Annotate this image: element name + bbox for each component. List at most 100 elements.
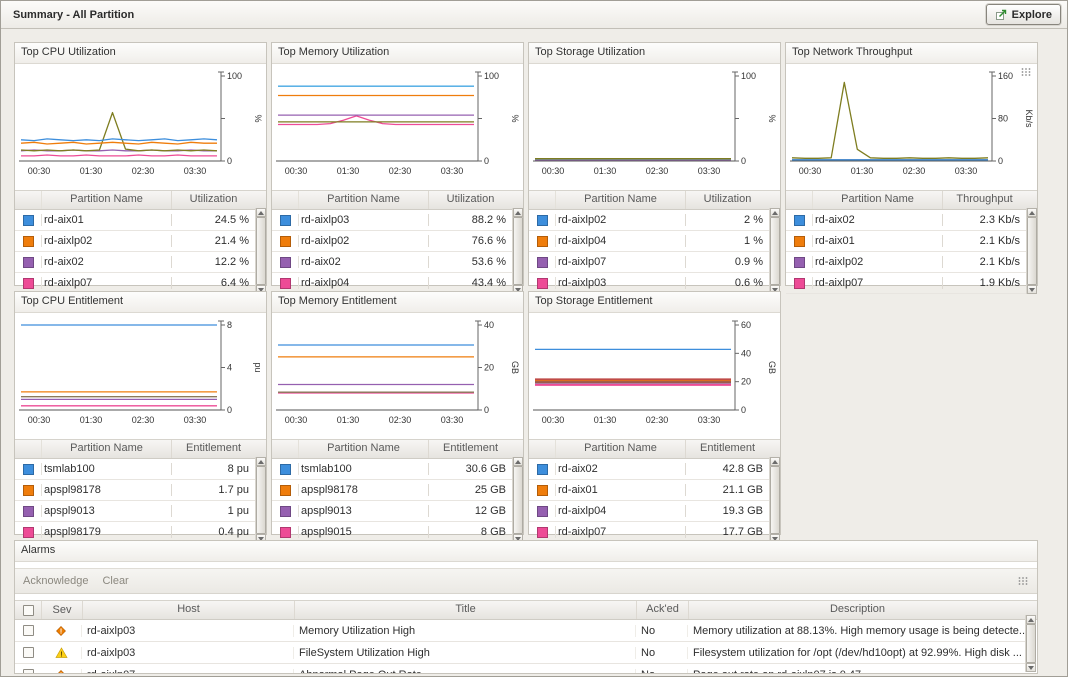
table-scrollbar[interactable]	[255, 457, 266, 543]
table-row[interactable]: rd-aix02 42.8 GB	[529, 459, 769, 480]
column-description[interactable]: Description	[688, 601, 1026, 619]
cpu-entitlement-chart[interactable]: 0 4 8 pu 00:30 01:30 02:30 03:30	[15, 313, 266, 439]
table-row[interactable]: tsmlab100 30.6 GB	[272, 459, 512, 480]
column-host[interactable]: Host	[82, 601, 294, 619]
svg-text:80: 80	[998, 114, 1008, 124]
partition-name: apspl9013	[298, 505, 428, 517]
network-throughput-chart[interactable]: 0 80 160 Kb/s 00:30 01:30 02:30 03:30	[786, 64, 1037, 190]
column-utilization[interactable]: Utilization	[685, 191, 769, 209]
metric-value: 2 %	[685, 214, 769, 226]
table-row[interactable]: apspl9013 12 GB	[272, 501, 512, 522]
table-row[interactable]: rd-aixlp04 19.3 GB	[529, 501, 769, 522]
svg-text:02:30: 02:30	[389, 415, 412, 425]
table-row[interactable]: rd-aixlp02 76.6 %	[272, 231, 512, 252]
metric-value: 8 pu	[171, 463, 255, 475]
table-row[interactable]: rd-aix01 2.1 Kb/s	[786, 231, 1026, 252]
table-row[interactable]: rd-aixlp03 0.6 %	[529, 273, 769, 294]
svg-text:pu: pu	[253, 362, 263, 372]
memory-utilization-chart[interactable]: 0 100% 00:30 01:30 02:30 03:30	[272, 64, 523, 190]
metric-value: 76.6 %	[428, 235, 512, 247]
series-color-swatch	[279, 214, 291, 226]
table-row[interactable]: rd-aix01 24.5 %	[15, 210, 255, 231]
svg-text:02:30: 02:30	[389, 166, 412, 176]
column-sev[interactable]: Sev	[41, 601, 82, 619]
column-partition-name[interactable]: Partition Name	[41, 191, 171, 209]
page-title: Summary - All Partition	[13, 8, 135, 21]
table-row[interactable]: tsmlab100 8 pu	[15, 459, 255, 480]
metric-value: 25 GB	[428, 484, 512, 496]
table-row[interactable]: rd-aixlp07 0.9 %	[529, 252, 769, 273]
table-row[interactable]: apspl9013 1 pu	[15, 501, 255, 522]
svg-text:160: 160	[998, 71, 1013, 81]
table-row[interactable]: rd-aixlp02 2.1 Kb/s	[786, 252, 1026, 273]
column-partition-name[interactable]: Partition Name	[298, 440, 428, 458]
alarm-row[interactable]: ! rd-aixlp03 FileSystem Utilization High No…	[15, 642, 1026, 664]
table-options-icon[interactable]	[1017, 576, 1029, 586]
column-title[interactable]: Title	[294, 601, 636, 619]
table-row[interactable]: rd-aixlp03 88.2 %	[272, 210, 512, 231]
svg-text:00:30: 00:30	[542, 166, 565, 176]
table-row[interactable]: rd-aix02 2.3 Kb/s	[786, 210, 1026, 231]
row-checkbox[interactable]	[22, 647, 34, 658]
table-row[interactable]: rd-aixlp07 1.9 Kb/s	[786, 273, 1026, 294]
partition-name: rd-aixlp02	[298, 235, 428, 247]
column-partition-name[interactable]: Partition Name	[555, 191, 685, 209]
svg-text:8: 8	[227, 320, 232, 330]
table-row[interactable]: rd-aixlp02 21.4 %	[15, 231, 255, 252]
series-color-swatch	[793, 214, 805, 226]
table-row[interactable]: rd-aixlp02 2 %	[529, 210, 769, 231]
table-row[interactable]: rd-aix02 53.6 %	[272, 252, 512, 273]
table-scrollbar[interactable]	[512, 208, 523, 294]
svg-text:60: 60	[741, 320, 751, 330]
select-all-checkbox[interactable]	[22, 604, 34, 616]
column-utilization[interactable]: Utilization	[428, 191, 512, 209]
chart-options-icon[interactable]	[1020, 67, 1032, 77]
column-partition-name[interactable]: Partition Name	[298, 191, 428, 209]
table-scrollbar[interactable]	[769, 457, 780, 543]
row-checkbox[interactable]	[22, 669, 34, 673]
partition-name: rd-aixlp04	[555, 235, 685, 247]
table-row[interactable]: apspl98178 1.7 pu	[15, 480, 255, 501]
table-row[interactable]: apspl98178 25 GB	[272, 480, 512, 501]
series-color-swatch	[279, 505, 291, 517]
column-throughput[interactable]: Throughput	[942, 191, 1026, 209]
column-acked[interactable]: Ack'ed	[636, 601, 688, 619]
acknowledge-button[interactable]: Acknowledge	[23, 575, 89, 587]
column-partition-name[interactable]: Partition Name	[41, 440, 171, 458]
svg-text:!: !	[60, 651, 62, 658]
alarm-row[interactable]: ! rd-aixlp07Abnormal Page Out RateNoPage …	[15, 664, 1026, 673]
table-scrollbar[interactable]	[255, 208, 266, 294]
column-entitlement[interactable]: Entitlement	[171, 440, 255, 458]
panel-top-storage-entitlement: Top Storage Entitlement 0 20 40 60 GB 00:30 01…	[528, 291, 781, 543]
row-checkbox[interactable]	[22, 625, 34, 636]
alarms-scrollbar[interactable]	[1025, 615, 1036, 672]
column-entitlement[interactable]: Entitlement	[428, 440, 512, 458]
column-utilization[interactable]: Utilization	[171, 191, 255, 209]
storage-utilization-chart[interactable]: 0 100% 00:30 01:30 02:30 03:30	[529, 64, 780, 190]
storage-entitlement-chart[interactable]: 0 20 40 60 GB 00:30 01:30 02:30 03:30	[529, 313, 780, 439]
partition-name: rd-aix01	[41, 214, 171, 226]
metric-value: 0.4 pu	[171, 526, 255, 538]
table-row[interactable]: rd-aix01 21.1 GB	[529, 480, 769, 501]
table-row[interactable]: rd-aix02 12.2 %	[15, 252, 255, 273]
series-color-swatch	[536, 235, 548, 247]
series-color-swatch	[536, 484, 548, 496]
cpu-utilization-chart[interactable]: 0 100% 00:30 01:30 02:30 03:30	[15, 64, 266, 190]
explore-button[interactable]: Explore	[985, 4, 1061, 25]
metric-value: 12.2 %	[171, 256, 255, 268]
memory-entitlement-chart[interactable]: 0 20 40 GB 00:30 01:30 02:30 03:30	[272, 313, 523, 439]
table-scrollbar[interactable]	[512, 457, 523, 543]
table-row[interactable]: rd-aixlp04 1 %	[529, 231, 769, 252]
alarm-description: Memory utilization at 88.13%. High memor…	[687, 624, 1026, 637]
column-partition-name[interactable]: Partition Name	[812, 191, 942, 209]
metric-value: 43.4 %	[428, 277, 512, 289]
metric-value: 1.9 Kb/s	[942, 277, 1026, 289]
column-entitlement[interactable]: Entitlement	[685, 440, 769, 458]
column-partition-name[interactable]: Partition Name	[555, 440, 685, 458]
clear-button[interactable]: Clear	[102, 575, 129, 587]
table-scrollbar[interactable]	[769, 208, 780, 294]
metric-value: 8 GB	[428, 526, 512, 538]
table-scrollbar[interactable]	[1026, 208, 1037, 294]
svg-text:01:30: 01:30	[337, 415, 360, 425]
alarm-row[interactable]: ! rd-aixlp03 Memory Utilization High No Memo…	[15, 620, 1026, 642]
